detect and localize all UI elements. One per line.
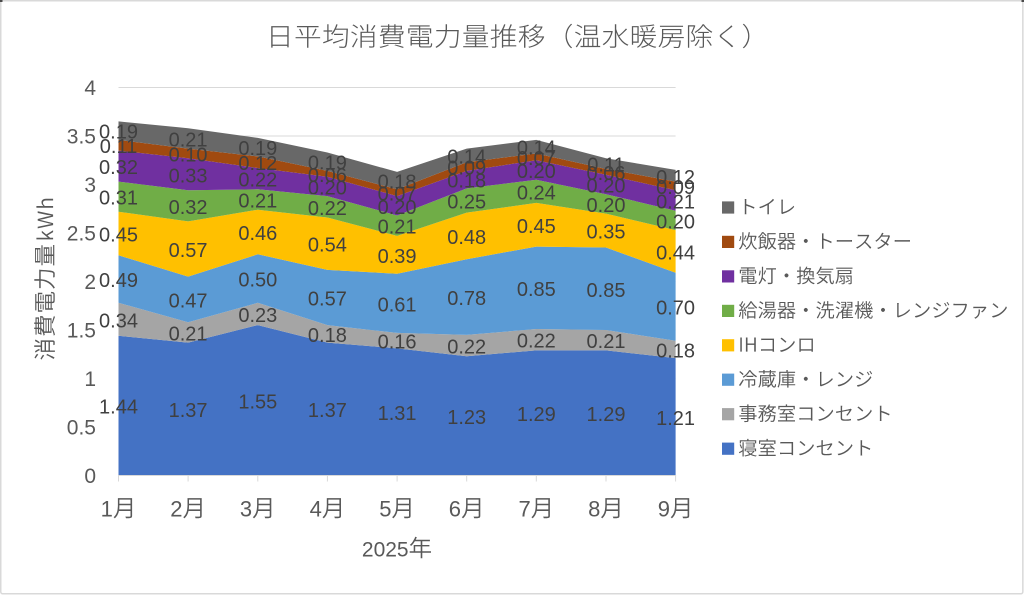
svg-text:0.19: 0.19 [308, 153, 347, 175]
svg-text:0.18: 0.18 [656, 340, 695, 362]
svg-text:0.11: 0.11 [587, 155, 624, 177]
svg-text:0.22: 0.22 [238, 170, 277, 192]
svg-text:0.25: 0.25 [447, 192, 486, 214]
svg-text:1.37: 1.37 [308, 400, 347, 422]
svg-text:0.32: 0.32 [99, 157, 138, 179]
svg-text:0.57: 0.57 [169, 240, 208, 262]
svg-text:0.16: 0.16 [378, 332, 417, 354]
svg-text:1.55: 1.55 [238, 391, 277, 413]
svg-text:0.35: 0.35 [587, 222, 626, 244]
svg-text:0.46: 0.46 [238, 223, 277, 245]
svg-text:0.21: 0.21 [238, 191, 277, 213]
svg-text:3: 3 [240, 497, 252, 522]
svg-text:0.50: 0.50 [238, 270, 277, 292]
svg-text:5: 5 [379, 497, 391, 522]
svg-text:7: 7 [519, 497, 531, 522]
svg-text:1: 1 [84, 368, 96, 391]
svg-text:1.21: 1.21 [656, 408, 695, 430]
svg-text:0.19: 0.19 [238, 138, 277, 160]
svg-text:0.20: 0.20 [587, 195, 626, 217]
svg-text:0.14: 0.14 [517, 138, 556, 160]
svg-text:1.31: 1.31 [378, 403, 417, 425]
svg-text:1.44: 1.44 [99, 397, 138, 419]
svg-text:0.20: 0.20 [656, 211, 695, 233]
svg-text:0.21: 0.21 [587, 331, 626, 353]
svg-text:3.5: 3.5 [67, 126, 96, 149]
svg-text:0.54: 0.54 [308, 235, 347, 257]
svg-text:0.06: 0.06 [587, 163, 626, 185]
svg-text:0.12: 0.12 [656, 167, 695, 189]
svg-text:0.20: 0.20 [378, 197, 417, 219]
svg-text:0.70: 0.70 [656, 298, 695, 320]
svg-text:0.85: 0.85 [517, 279, 556, 301]
svg-text:0.44: 0.44 [656, 242, 695, 264]
svg-text:0.5: 0.5 [67, 417, 96, 440]
svg-text:0: 0 [84, 465, 96, 488]
svg-text:0.14: 0.14 [447, 146, 486, 168]
svg-text:3: 3 [84, 174, 96, 197]
svg-text:0.32: 0.32 [169, 197, 208, 219]
svg-text:0.18: 0.18 [378, 172, 417, 194]
svg-text:1.29: 1.29 [517, 404, 556, 426]
svg-text:4: 4 [310, 497, 322, 522]
svg-text:0.09: 0.09 [656, 177, 695, 199]
svg-text:0.47: 0.47 [169, 290, 208, 312]
svg-text:0.34: 0.34 [99, 310, 138, 332]
svg-text:0.49: 0.49 [99, 270, 138, 292]
svg-text:0.21: 0.21 [169, 129, 208, 151]
svg-text:2: 2 [170, 497, 182, 522]
svg-text:0.07: 0.07 [378, 184, 417, 206]
svg-text:9: 9 [658, 497, 670, 522]
svg-text:1: 1 [101, 497, 113, 522]
svg-text:0.20: 0.20 [308, 177, 347, 199]
svg-text:0.61: 0.61 [378, 294, 417, 316]
svg-text:0.07: 0.07 [517, 148, 556, 170]
svg-text:0.31: 0.31 [99, 188, 138, 210]
svg-text:0.18: 0.18 [308, 325, 347, 347]
svg-text:0.45: 0.45 [517, 216, 556, 238]
svg-text:0.21: 0.21 [656, 192, 695, 214]
svg-text:1.23: 1.23 [447, 407, 486, 429]
svg-text:0.18: 0.18 [447, 171, 486, 193]
svg-text:4: 4 [84, 77, 96, 100]
svg-text:0.57: 0.57 [308, 289, 347, 311]
svg-text:0.20: 0.20 [587, 176, 626, 198]
svg-text:1.37: 1.37 [169, 400, 208, 422]
svg-text:0.21: 0.21 [378, 217, 417, 239]
svg-text:0.09: 0.09 [447, 158, 486, 180]
svg-text:0.78: 0.78 [447, 288, 486, 310]
svg-text:6: 6 [449, 497, 461, 522]
svg-text:1.5: 1.5 [67, 320, 96, 343]
svg-text:0.48: 0.48 [447, 227, 486, 249]
svg-text:0.23: 0.23 [238, 305, 277, 327]
svg-text:0.33: 0.33 [169, 165, 208, 187]
svg-text:0.39: 0.39 [378, 246, 417, 268]
svg-text:0.11: 0.11 [100, 136, 137, 158]
svg-text:0.45: 0.45 [99, 225, 138, 247]
svg-text:0.21: 0.21 [169, 323, 208, 345]
svg-text:1.29: 1.29 [587, 404, 626, 426]
svg-text:0.22: 0.22 [308, 198, 347, 220]
svg-text:8: 8 [588, 497, 600, 522]
svg-text:0.20: 0.20 [517, 161, 556, 183]
svg-text:0.22: 0.22 [447, 337, 486, 359]
svg-text:2: 2 [84, 271, 96, 294]
svg-text:0.06: 0.06 [308, 165, 347, 187]
svg-text:0.10: 0.10 [169, 145, 208, 167]
svg-text:0.85: 0.85 [587, 280, 626, 302]
svg-text:0.24: 0.24 [517, 182, 556, 204]
svg-text:0.19: 0.19 [99, 122, 138, 144]
svg-text:2025: 2025 [362, 539, 409, 562]
svg-text:0.22: 0.22 [517, 331, 556, 353]
svg-text:0.12: 0.12 [238, 153, 277, 175]
svg-text:2.5: 2.5 [67, 223, 96, 246]
